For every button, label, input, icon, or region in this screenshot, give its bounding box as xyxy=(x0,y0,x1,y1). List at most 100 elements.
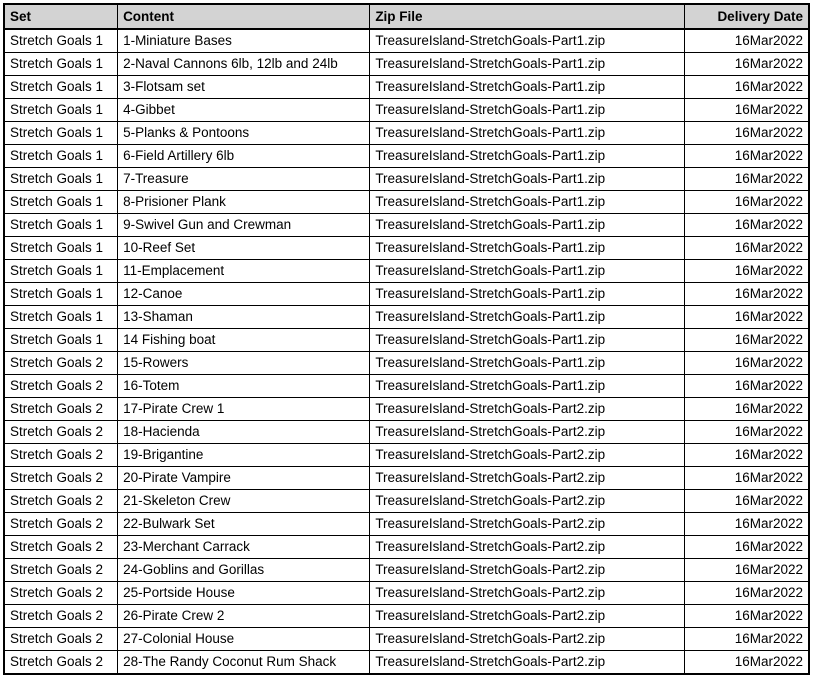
cell-date: 16Mar2022 xyxy=(683,443,810,467)
cell-content: 9-Swivel Gun and Crewman xyxy=(117,213,371,237)
table-row: Stretch Goals 2 25-Portside House Treasure… xyxy=(3,581,810,605)
table-header-row: Set Content Zip File Delivery Date xyxy=(3,3,810,30)
table-row: Stretch Goals 2 28-The Randy Coconut Rum … xyxy=(3,650,810,675)
cell-set: Stretch Goals 1 xyxy=(3,75,119,99)
cell-zip: TreasureIsland-StretchGoals-Part2.zip xyxy=(369,627,685,651)
cell-zip: TreasureIsland-StretchGoals-Part1.zip xyxy=(369,98,685,122)
cell-content: 16-Totem xyxy=(117,374,371,398)
table-row: Stretch Goals 1 7-Treasure TreasureIsland-… xyxy=(3,167,810,191)
cell-date: 16Mar2022 xyxy=(683,52,810,76)
cell-zip: TreasureIsland-StretchGoals-Part2.zip xyxy=(369,650,685,675)
table-row: Stretch Goals 2 21-Skeleton Crew TreasureI… xyxy=(3,489,810,513)
cell-zip: TreasureIsland-StretchGoals-Part1.zip xyxy=(369,144,685,168)
cell-content: 26-Pirate Crew 2 xyxy=(117,604,371,628)
cell-date: 16Mar2022 xyxy=(683,144,810,168)
cell-content: 4-Gibbet xyxy=(117,98,371,122)
cell-content: 24-Goblins and Gorillas xyxy=(117,558,371,582)
table-row: Stretch Goals 2 17-Pirate Crew 1 TreasureI… xyxy=(3,397,810,421)
cell-content: 7-Treasure xyxy=(117,167,371,191)
cell-content: 2-Naval Cannons 6lb, 12lb and 24lb xyxy=(117,52,371,76)
cell-date: 16Mar2022 xyxy=(683,190,810,214)
cell-date: 16Mar2022 xyxy=(683,604,810,628)
cell-date: 16Mar2022 xyxy=(683,28,810,53)
column-header-zip: Zip File xyxy=(369,3,685,30)
cell-zip: TreasureIsland-StretchGoals-Part1.zip xyxy=(369,213,685,237)
cell-date: 16Mar2022 xyxy=(683,75,810,99)
table-row: Stretch Goals 1 5-Planks & Pontoons Treasu… xyxy=(3,121,810,145)
column-header-set: Set xyxy=(3,3,119,30)
cell-set: Stretch Goals 1 xyxy=(3,144,119,168)
cell-date: 16Mar2022 xyxy=(683,489,810,513)
table-row: Stretch Goals 1 9-Swivel Gun and Crewman T… xyxy=(3,213,810,237)
cell-set: Stretch Goals 2 xyxy=(3,535,119,559)
column-header-date: Delivery Date xyxy=(683,3,810,30)
cell-zip: TreasureIsland-StretchGoals-Part1.zip xyxy=(369,236,685,260)
cell-date: 16Mar2022 xyxy=(683,236,810,260)
table-row: Stretch Goals 1 8-Prisioner Plank Treasure… xyxy=(3,190,810,214)
cell-date: 16Mar2022 xyxy=(683,328,810,352)
cell-date: 16Mar2022 xyxy=(683,259,810,283)
cell-zip: TreasureIsland-StretchGoals-Part1.zip xyxy=(369,351,685,375)
cell-set: Stretch Goals 2 xyxy=(3,650,119,675)
cell-set: Stretch Goals 2 xyxy=(3,581,119,605)
cell-zip: TreasureIsland-StretchGoals-Part2.zip xyxy=(369,604,685,628)
cell-set: Stretch Goals 1 xyxy=(3,52,119,76)
cell-set: Stretch Goals 2 xyxy=(3,374,119,398)
cell-set: Stretch Goals 1 xyxy=(3,282,119,306)
cell-content: 11-Emplacement xyxy=(117,259,371,283)
cell-content: 25-Portside House xyxy=(117,581,371,605)
cell-date: 16Mar2022 xyxy=(683,581,810,605)
cell-set: Stretch Goals 2 xyxy=(3,604,119,628)
cell-content: 10-Reef Set xyxy=(117,236,371,260)
cell-content: 21-Skeleton Crew xyxy=(117,489,371,513)
cell-content: 23-Merchant Carrack xyxy=(117,535,371,559)
cell-set: Stretch Goals 1 xyxy=(3,167,119,191)
table-row: Stretch Goals 2 22-Bulwark Set TreasureIsl… xyxy=(3,512,810,536)
cell-date: 16Mar2022 xyxy=(683,420,810,444)
table-row: Stretch Goals 1 3-Flotsam set TreasureIsla… xyxy=(3,75,810,99)
cell-date: 16Mar2022 xyxy=(683,305,810,329)
cell-date: 16Mar2022 xyxy=(683,121,810,145)
cell-date: 16Mar2022 xyxy=(683,535,810,559)
cell-date: 16Mar2022 xyxy=(683,558,810,582)
cell-date: 16Mar2022 xyxy=(683,351,810,375)
table-row: Stretch Goals 2 18-Hacienda TreasureIsland… xyxy=(3,420,810,444)
cell-set: Stretch Goals 2 xyxy=(3,512,119,536)
cell-date: 16Mar2022 xyxy=(683,374,810,398)
cell-zip: TreasureIsland-StretchGoals-Part2.zip xyxy=(369,489,685,513)
cell-date: 16Mar2022 xyxy=(683,627,810,651)
cell-set: Stretch Goals 1 xyxy=(3,259,119,283)
cell-set: Stretch Goals 2 xyxy=(3,443,119,467)
cell-zip: TreasureIsland-StretchGoals-Part2.zip xyxy=(369,581,685,605)
table-row: Stretch Goals 1 1-Miniature Bases Treasure… xyxy=(3,28,810,53)
table-row: Stretch Goals 1 13-Shaman TreasureIsland-S… xyxy=(3,305,810,329)
cell-set: Stretch Goals 2 xyxy=(3,397,119,421)
cell-set: Stretch Goals 1 xyxy=(3,213,119,237)
cell-content: 15-Rowers xyxy=(117,351,371,375)
cell-zip: TreasureIsland-StretchGoals-Part2.zip xyxy=(369,558,685,582)
cell-set: Stretch Goals 2 xyxy=(3,466,119,490)
cell-date: 16Mar2022 xyxy=(683,167,810,191)
table-row: Stretch Goals 2 20-Pirate Vampire Treasure… xyxy=(3,466,810,490)
cell-zip: TreasureIsland-StretchGoals-Part2.zip xyxy=(369,466,685,490)
column-header-content: Content xyxy=(117,3,371,30)
cell-zip: TreasureIsland-StretchGoals-Part1.zip xyxy=(369,167,685,191)
cell-zip: TreasureIsland-StretchGoals-Part1.zip xyxy=(369,121,685,145)
cell-zip: TreasureIsland-StretchGoals-Part2.zip xyxy=(369,535,685,559)
cell-zip: TreasureIsland-StretchGoals-Part1.zip xyxy=(369,28,685,53)
cell-zip: TreasureIsland-StretchGoals-Part2.zip xyxy=(369,420,685,444)
cell-zip: TreasureIsland-StretchGoals-Part1.zip xyxy=(369,190,685,214)
cell-content: 19-Brigantine xyxy=(117,443,371,467)
cell-content: 14 Fishing boat xyxy=(117,328,371,352)
cell-content: 20-Pirate Vampire xyxy=(117,466,371,490)
table-row: Stretch Goals 2 27-Colonial House Treasure… xyxy=(3,627,810,651)
cell-set: Stretch Goals 2 xyxy=(3,558,119,582)
table-row: Stretch Goals 1 11-Emplacement TreasureIsl… xyxy=(3,259,810,283)
cell-zip: TreasureIsland-StretchGoals-Part2.zip xyxy=(369,512,685,536)
cell-content: 12-Canoe xyxy=(117,282,371,306)
cell-content: 28-The Randy Coconut Rum Shack xyxy=(117,650,371,675)
cell-content: 27-Colonial House xyxy=(117,627,371,651)
cell-set: Stretch Goals 1 xyxy=(3,190,119,214)
table-row: Stretch Goals 1 4-Gibbet TreasureIsland-St… xyxy=(3,98,810,122)
cell-set: Stretch Goals 2 xyxy=(3,627,119,651)
